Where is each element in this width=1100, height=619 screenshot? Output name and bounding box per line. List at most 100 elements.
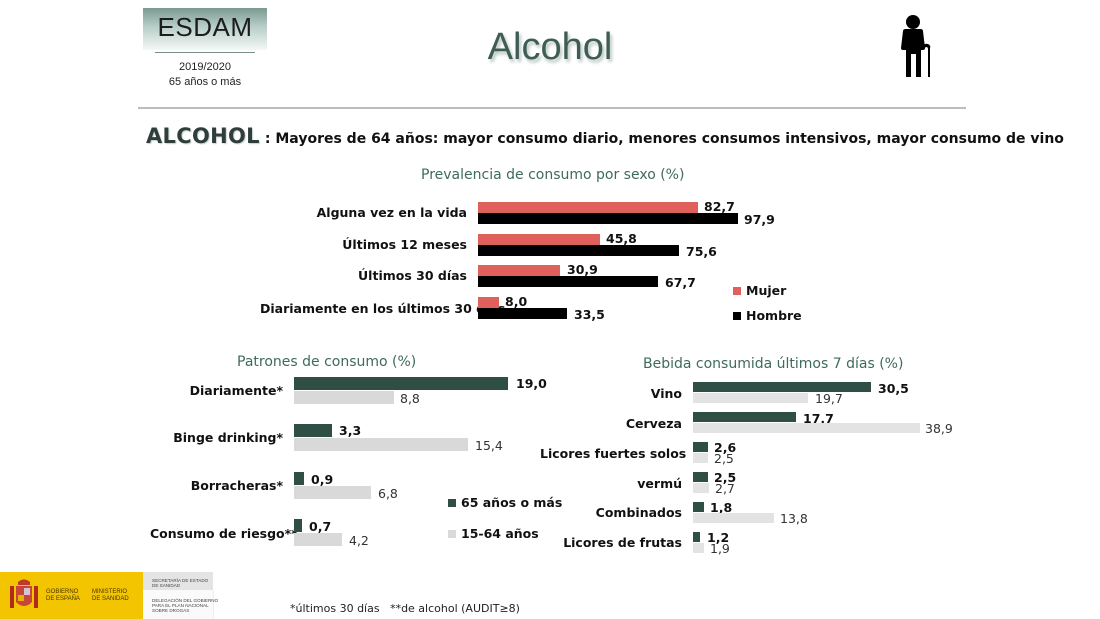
value-label: 8,8 — [400, 391, 420, 406]
survey-year: 2019/2020 — [179, 61, 231, 73]
value-label: 1,2 — [707, 530, 730, 545]
bar-65-mas — [294, 377, 508, 390]
value-label: 3,3 — [339, 423, 362, 438]
secretaria-block — [143, 572, 213, 590]
legend-swatch — [733, 286, 741, 295]
bar-15-64 — [294, 391, 394, 404]
value-label: 82,7 — [704, 199, 735, 214]
value-label: 2,7 — [715, 481, 735, 496]
headline: ALCOHOL : Mayores de 64 años: mayor cons… — [146, 124, 1064, 148]
legend-15-64: 15-64 años — [448, 526, 539, 541]
value-label: 19,7 — [815, 391, 843, 406]
esdam-logo-divider — [155, 52, 255, 53]
bar-65-mas — [294, 472, 304, 485]
value-label: 97,9 — [744, 212, 775, 227]
value-label: 38,9 — [925, 421, 953, 436]
category-label: Combinados — [595, 505, 682, 520]
legend-label: 15-64 años — [461, 526, 539, 541]
bar-65-mas — [294, 519, 302, 532]
value-label: 8,0 — [505, 294, 528, 309]
bar-mujer — [478, 297, 499, 308]
value-label: 17,7 — [803, 411, 834, 426]
chart-title-patrones: Patrones de consumo (%) — [237, 354, 417, 370]
category-label: Cerveza — [625, 416, 682, 431]
delegacion-block — [143, 590, 214, 619]
value-label: 2,5 — [714, 470, 737, 485]
value-label: 4,2 — [349, 533, 369, 548]
bar-15-64 — [693, 483, 709, 493]
delegacion-text: DELEGACIÓN DEL GOBIERNO PARA EL PLAN NACI… — [152, 598, 219, 613]
bar-mujer — [478, 202, 698, 213]
category-label: Vino — [650, 386, 682, 401]
bar-65-mas — [693, 442, 708, 452]
category-label: Binge drinking* — [173, 430, 283, 445]
bar-15-64 — [693, 453, 708, 463]
headline-keyword: ALCOHOL — [146, 124, 260, 148]
legend-mujer: Mujer — [733, 283, 786, 298]
value-label: 1,8 — [710, 500, 733, 515]
bar-15-64 — [693, 393, 808, 403]
headline-text: : Mayores de 64 años: mayor consumo diar… — [264, 131, 1064, 147]
value-label: 15,4 — [475, 438, 503, 453]
bar-hombre — [478, 213, 738, 224]
bar-15-64 — [693, 513, 774, 523]
category-label: vermú — [637, 476, 682, 491]
value-label: 33,5 — [574, 307, 605, 322]
legend-hombre: Hombre — [733, 308, 802, 323]
esdam-logo-background — [143, 8, 267, 50]
bar-15-64 — [294, 438, 468, 451]
bar-65-mas — [693, 382, 871, 392]
footnote: *últimos 30 días **de alcohol (AUDIT≥8) — [290, 602, 520, 615]
bar-65-mas — [294, 424, 332, 437]
value-label: 30,9 — [567, 262, 598, 277]
category-label: Consumo de riesgo** — [150, 526, 298, 541]
chart-title-prevalencia: Prevalencia de consumo por sexo (%) — [421, 167, 685, 183]
value-label: 1,9 — [710, 541, 730, 556]
value-label: 67,7 — [665, 275, 696, 290]
esdam-logo-text: ESDAM — [157, 12, 253, 42]
category-label: Licores de frutas — [563, 535, 682, 550]
value-label: 13,8 — [780, 511, 808, 526]
value-label: 30,5 — [878, 381, 909, 396]
bar-65-mas — [693, 412, 796, 422]
bar-hombre — [478, 308, 567, 319]
legend-swatch — [733, 311, 741, 320]
legend-swatch — [448, 498, 456, 507]
legend-65-mas: 65 años o más — [448, 495, 562, 510]
value-label: 0,9 — [311, 472, 334, 487]
bar-65-mas — [693, 532, 700, 542]
bar-65-mas — [693, 502, 704, 512]
category-label: Alguna vez en la vida — [316, 205, 467, 220]
value-label: 75,6 — [686, 244, 717, 259]
category-label: Diariamente* — [189, 383, 283, 398]
bar-hombre — [478, 245, 679, 256]
legend-swatch — [448, 529, 456, 538]
chart-title-bebida: Bebida consumida últimos 7 días (%) — [643, 356, 904, 372]
bar-15-64 — [294, 486, 371, 499]
category-label: Diariamente en los últimos 30 días — [260, 301, 506, 316]
legend-label: Hombre — [746, 308, 802, 323]
category-label: Licores fuertes solos — [540, 446, 687, 461]
bar-15-64 — [693, 423, 920, 433]
category-label: Últimos 30 días — [358, 268, 467, 283]
spain-coat-of-arms-icon — [8, 576, 40, 614]
bar-65-mas — [693, 472, 708, 482]
bar-15-64 — [294, 533, 342, 546]
value-label: 19,0 — [516, 376, 547, 391]
legend-label: Mujer — [746, 283, 787, 298]
category-label: Últimos 12 meses — [342, 237, 467, 252]
legend-label: 65 años o más — [461, 495, 563, 510]
value-label: 2,5 — [714, 451, 734, 466]
elderly-person-with-cane-icon — [898, 14, 938, 80]
survey-age-group: 65 años o más — [168, 76, 242, 88]
bar-mujer — [478, 234, 600, 245]
value-label: 45,8 — [606, 231, 637, 246]
value-label: 2,6 — [714, 440, 737, 455]
bar-15-64 — [693, 543, 704, 553]
value-label: 0,7 — [309, 519, 332, 534]
ministerio-text: MINISTERIO DE SANIDAD — [92, 589, 129, 602]
bar-mujer — [478, 265, 560, 276]
gobierno-text: GOBIERNO DE ESPAÑA — [46, 589, 80, 602]
page-title: Alcohol — [487, 26, 613, 68]
header-divider — [138, 107, 966, 109]
